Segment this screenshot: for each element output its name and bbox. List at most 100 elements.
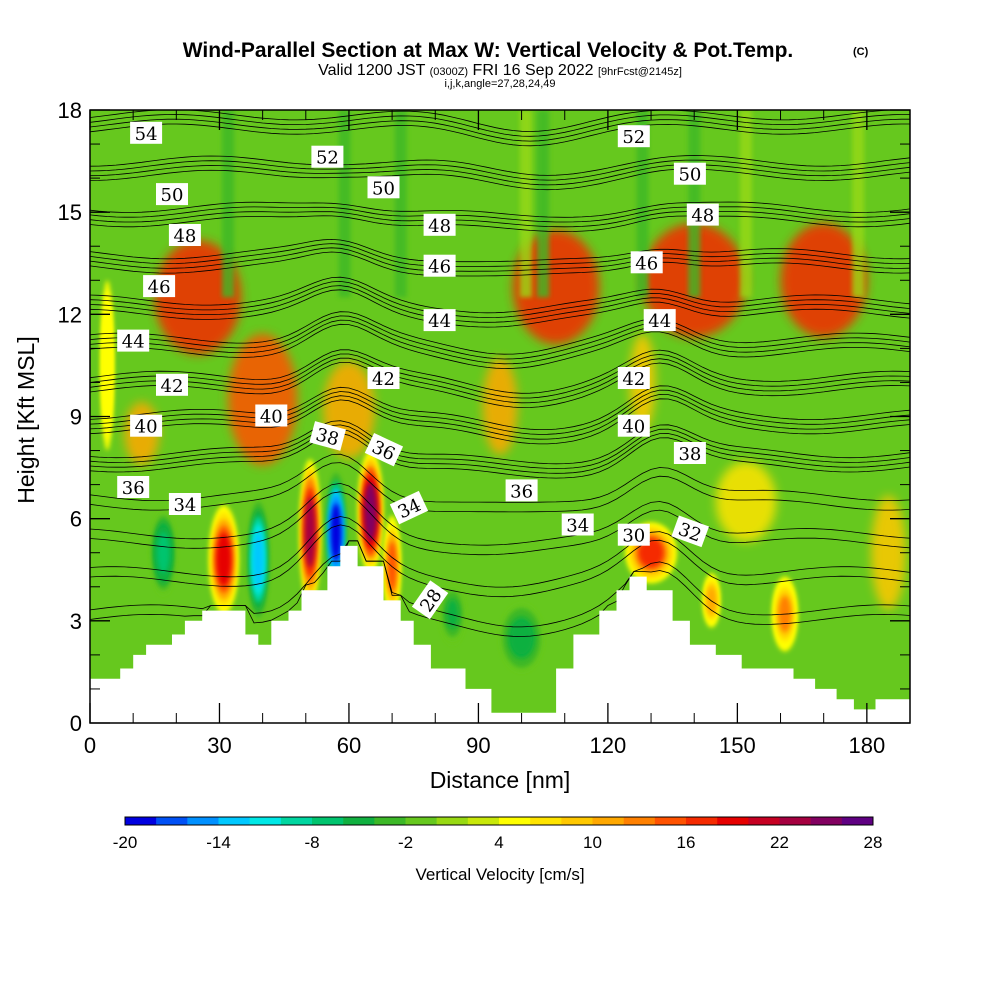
isentrope-label-bg — [505, 479, 538, 502]
downdraft-cell — [446, 599, 459, 629]
x-tick-label: 30 — [207, 733, 231, 758]
isentrope-label-text: 44 — [428, 311, 451, 332]
isentrope-label-bg — [309, 421, 346, 451]
isentrope-line — [90, 540, 910, 628]
y-tick-label: 9 — [70, 405, 82, 430]
colorbar-swatch — [717, 817, 749, 825]
isentrope-label-text: 36 — [122, 478, 145, 499]
downdraft-cell — [157, 532, 170, 574]
isentrope-line — [90, 398, 910, 445]
updraft-cell — [364, 482, 377, 542]
colorbar-swatch — [156, 817, 188, 825]
isentrope-line — [90, 247, 910, 272]
isentrope-line — [90, 211, 910, 228]
x-tick-label: 150 — [719, 733, 756, 758]
isentrope-label-text: 34 — [173, 495, 196, 516]
isentrope-label-text: 40 — [260, 407, 283, 428]
isentrope-label-bg — [423, 309, 456, 332]
isentrope-label-bg — [617, 523, 650, 546]
isentrope-line — [90, 516, 910, 588]
chart-subtitle: Valid 1200 JST (0300Z) FRI 16 Sep 2022 [… — [318, 62, 682, 79]
colorbar-swatch — [187, 817, 219, 825]
isentrope-label-bg — [423, 254, 456, 277]
isentrope-label-text: 44 — [648, 311, 671, 332]
y-tick-label: 3 — [70, 609, 82, 634]
isentrope-line — [90, 280, 910, 319]
isentrope-line — [90, 323, 910, 369]
isentrope-label-text: 42 — [161, 376, 184, 397]
chart-title: Wind-Parallel Section at Max W: Vertical… — [183, 39, 794, 62]
x-tick-label: 0 — [84, 733, 96, 758]
field-streak — [519, 110, 532, 298]
isentrope-line — [90, 123, 910, 147]
isentrope-line — [90, 243, 910, 267]
isentrope-label: 54 — [130, 121, 163, 145]
colorbar-tick-label: 4 — [494, 833, 503, 852]
isentrope-label: 50 — [367, 176, 400, 199]
colorbar-swatch — [125, 817, 157, 825]
isentrope-label-bg — [168, 493, 201, 515]
isentrope-label-text: 44 — [122, 332, 145, 353]
colorbar-tick-label: -14 — [206, 833, 231, 852]
isentrope-label: 34 — [168, 493, 201, 516]
isentrope-label: 48 — [686, 203, 719, 227]
isentrope-label-text: 50 — [161, 185, 184, 206]
isentrope-label-bg — [367, 367, 400, 389]
field-band — [715, 461, 777, 542]
isentrope-label-bg — [143, 275, 176, 298]
isentrope-line — [90, 285, 910, 323]
isentrope-line — [90, 482, 910, 546]
y-tick-label: 12 — [58, 302, 82, 327]
subtitle-forecast: [9hrFcst@2145z] — [598, 66, 682, 78]
field-band — [228, 333, 298, 466]
isentrope-label: 42 — [156, 373, 188, 397]
isentrope-line — [90, 524, 910, 598]
isentrope-label-text: 52 — [316, 148, 339, 169]
colorbar-swatch — [436, 817, 469, 825]
x-axis-ticks: 0 30 60 90 120 150 180 — [84, 110, 885, 758]
colorbar-tick-label: 22 — [770, 833, 789, 852]
isentrope-line — [90, 357, 910, 404]
isentrope-label-text: 46 — [428, 257, 451, 278]
isentrope-label: 48 — [168, 224, 201, 247]
isentrope-label-bg — [389, 490, 429, 525]
isentrope-line — [90, 424, 910, 469]
isentrope-label-bg — [617, 367, 650, 389]
isentrope-label-bg — [156, 183, 188, 206]
terrain-mask — [90, 545, 910, 723]
colorbar-swatch — [499, 817, 531, 825]
isentrope-label: 30 — [617, 523, 650, 547]
isentrope-label-text: 48 — [691, 206, 714, 227]
isentrope-label-bg — [617, 414, 650, 437]
isentrope-label: 34 — [561, 513, 594, 537]
isentrope-label-bg — [617, 125, 650, 148]
colorbar — [124, 816, 874, 826]
y-tick-label: 6 — [70, 507, 82, 532]
isentrope-label-bg — [673, 442, 706, 464]
colorbar-swatch — [748, 817, 780, 825]
isentrope-line — [90, 159, 910, 181]
isentrope-label-text: 50 — [372, 178, 395, 199]
isentrope-lines — [90, 110, 910, 637]
colorbar-ticks: -20 -14 -8 -2 4 10 16 22 28 — [113, 833, 883, 852]
isentrope-label: 40 — [255, 404, 288, 428]
colorbar-swatch — [312, 817, 344, 825]
isentrope-label-bg — [255, 404, 288, 427]
colorbar-tick-label: 10 — [583, 833, 602, 852]
colorbar-tick-label: 16 — [677, 833, 696, 852]
isentrope-label-bg — [671, 515, 710, 548]
chart-subtitle-indices: i,j,k,angle=27,28,24,49 — [444, 78, 555, 90]
isentrope-label: 44 — [423, 309, 456, 332]
isentrope-line — [90, 385, 910, 430]
x-tick-label: 60 — [337, 733, 361, 758]
field-streak — [537, 110, 550, 298]
isentrope-label: 44 — [117, 329, 150, 353]
updraft-cell — [216, 533, 232, 586]
isentrope-line — [90, 389, 910, 435]
isentrope-label-text: 50 — [678, 165, 701, 186]
isentrope-label: 36 — [505, 479, 538, 502]
